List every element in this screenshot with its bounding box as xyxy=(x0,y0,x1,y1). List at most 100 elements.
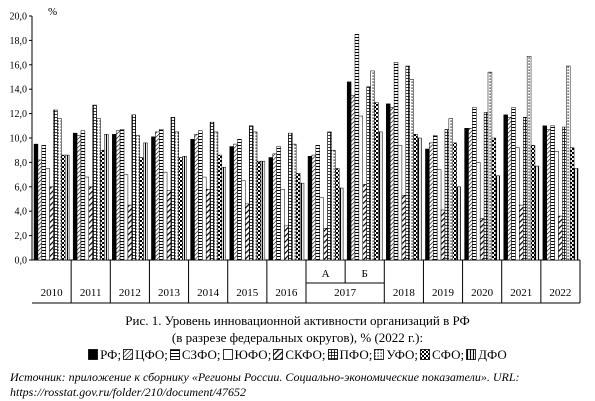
bar-ЮФО-2019 xyxy=(436,169,442,261)
legend-label: РФ; xyxy=(100,347,122,362)
bar-СЗФО-2017-Б xyxy=(354,34,360,261)
bar-РФ-2017-Б xyxy=(346,81,352,261)
category-year-label: 2022 xyxy=(549,287,571,299)
bar-СФО-2014 xyxy=(217,154,223,261)
y-tick-label: 0,0 xyxy=(15,256,28,267)
bar-ДФО-2011 xyxy=(104,134,109,261)
bar-ЮФО-2010 xyxy=(45,168,50,261)
bar-ПФО-2010 xyxy=(53,109,58,261)
innovation-activity-bar-chart: % 0,0 2,0 4,0 6,0 8,0 10,0 12,0 14,0 16,0 18,0 20,… xyxy=(10,6,581,304)
bar-УФО-2015 xyxy=(252,131,258,261)
bar-СЗФО-2018 xyxy=(393,62,399,261)
bar-ПФО-2017-Б xyxy=(366,86,371,261)
legend-item: СФО; xyxy=(420,347,464,363)
bar-ЮФО-2015 xyxy=(241,180,246,261)
bar-ЮФО-2014 xyxy=(202,176,207,261)
bar-ЮФО-2020 xyxy=(476,162,481,261)
legend-item: СКФО; xyxy=(273,347,326,363)
bar-ДФО-2012 xyxy=(143,142,148,261)
bar-УФО-2017-Б xyxy=(370,70,375,261)
bar-ДФО-2017-А xyxy=(338,187,344,261)
bar-ЦФО-2021 xyxy=(507,117,512,261)
bar-ПФО-2019 xyxy=(444,129,450,261)
bar-ЦФО-2020 xyxy=(468,127,473,261)
bar-СЗФО-2021 xyxy=(511,107,516,261)
bar-РФ-2017-А xyxy=(307,156,313,261)
legend-item: ДФО xyxy=(466,347,507,363)
bar-СКФО-2020 xyxy=(479,218,485,261)
legend-item: УФО; xyxy=(374,347,418,363)
legend-item: ПФО; xyxy=(327,347,373,363)
bar-РФ-2012 xyxy=(112,134,117,261)
bar-СЗФО-2012 xyxy=(119,129,125,261)
bar-УФО-2010 xyxy=(57,118,62,261)
bar-ДФО-2016 xyxy=(299,182,305,261)
bar-ПФО-2016 xyxy=(288,132,293,261)
bar-ЦФО-2014 xyxy=(194,134,199,261)
y-tick-label: 10,0 xyxy=(10,134,28,145)
bar-СФО-2011 xyxy=(100,149,105,261)
bar-ЦФО-2010 xyxy=(37,159,43,261)
legend-swatch xyxy=(273,349,284,360)
legend-label: УФО; xyxy=(386,347,419,362)
bar-СЗФО-2013 xyxy=(159,129,164,261)
bar-РФ-2015 xyxy=(229,146,234,261)
legend-swatch xyxy=(420,349,430,360)
legend-label: ПФО; xyxy=(339,347,373,362)
y-tick-label: 18,0 xyxy=(10,36,28,47)
bar-СКФО-2021 xyxy=(519,204,524,261)
bar-СКФО-2016 xyxy=(284,225,289,261)
bar-РФ-2019 xyxy=(425,148,430,261)
bar-СЗФО-2015 xyxy=(237,138,242,261)
y-tick-label: 6,0 xyxy=(15,182,28,193)
bar-ЮФО-2021 xyxy=(515,147,520,261)
y-tick-label: 4,0 xyxy=(15,207,28,218)
bar-СЗФО-2019 xyxy=(433,135,438,261)
legend-item: РФ; xyxy=(88,347,121,363)
bar-ДФО-2018 xyxy=(417,137,422,261)
bar-ЮФО-2012 xyxy=(123,174,129,261)
bar-РФ-2018 xyxy=(386,103,391,261)
y-tick-label: 12,0 xyxy=(10,109,28,120)
bar-ЦФО-2015 xyxy=(233,143,238,261)
bar-ЦФО-2022 xyxy=(546,129,551,261)
legend-swatch xyxy=(222,349,233,360)
bar-СКФО-2012 xyxy=(127,204,133,261)
bar-ЦФО-2013 xyxy=(155,131,160,261)
bar-ДФО-2017-Б xyxy=(378,131,383,261)
legend-label: ЦФО; xyxy=(135,347,168,362)
category-year-label: 2016 xyxy=(275,287,298,299)
bar-СФО-2017-Б xyxy=(374,102,379,261)
bar-ДФО-2020 xyxy=(495,175,500,261)
bar-СЗФО-2014 xyxy=(198,130,203,261)
bar-ПФО-2020 xyxy=(483,112,489,261)
bar-ЮФО-2013 xyxy=(162,171,168,261)
bar-УФО-2011 xyxy=(96,118,101,261)
bar-РФ-2011 xyxy=(72,132,78,261)
bar-ЦФО-2012 xyxy=(115,130,121,261)
bar-СЗФО-2020 xyxy=(472,107,477,261)
bar-ДФО-2015 xyxy=(260,160,266,261)
category-year-label: 2014 xyxy=(197,287,220,299)
bar-РФ-2014 xyxy=(190,138,195,261)
legend-swatch xyxy=(88,349,99,360)
figure-caption-title: Рис. 1. Уровень инновационной активности… xyxy=(125,313,470,328)
bar-УФО-2020 xyxy=(487,71,493,261)
bar-СКФО-2022 xyxy=(558,215,563,261)
y-tick-label: 14,0 xyxy=(10,85,28,96)
y-tick-label: 16,0 xyxy=(10,60,28,71)
legend-swatch xyxy=(169,349,180,360)
bar-ЦФО-2016 xyxy=(272,153,277,261)
bar-СЗФО-2016 xyxy=(276,146,281,261)
bar-СКФО-2019 xyxy=(440,209,446,261)
category-sub-label: А xyxy=(322,268,330,280)
category-year-label: 2021 xyxy=(510,287,532,299)
bar-СФО-2016 xyxy=(295,173,301,261)
bar-РФ-2020 xyxy=(464,127,469,261)
category-year-label: 2015 xyxy=(236,287,259,299)
category-year-label: 2012 xyxy=(119,287,141,299)
bar-ПФО-2018 xyxy=(405,65,410,261)
bar-СФО-2017-А xyxy=(335,168,340,261)
source-note: Источник: приложение к сборнику «Регионы… xyxy=(10,370,520,399)
bar-СФО-2013 xyxy=(178,157,183,261)
